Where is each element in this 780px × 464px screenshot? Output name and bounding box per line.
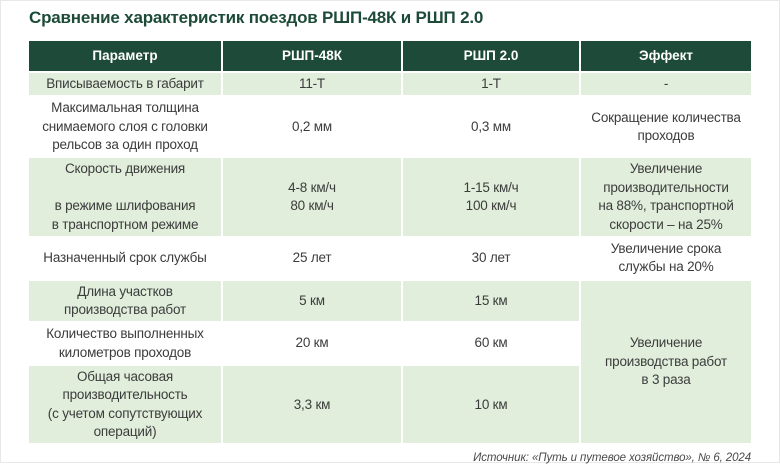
- comparison-table: Параметр РШП-48К РШП 2.0 Эффект Вписывае…: [27, 39, 753, 445]
- cell-effect: Сокращение количества проходов: [581, 97, 751, 157]
- cell-effect: Увеличение производительности на 88%, тр…: [581, 158, 751, 236]
- table-row: Максимальная толщина снимаемого слоя с г…: [29, 97, 751, 157]
- cell-rshp48k: 11-Т: [223, 73, 401, 96]
- cell-param: Общая часовая производительность (с учет…: [29, 366, 221, 444]
- cell-rshp48k: 20 км: [223, 323, 401, 365]
- cell-rshp20: 15 км: [403, 280, 579, 322]
- cell-rshp48k: 5 км: [223, 280, 401, 322]
- cell-rshp48k: 25 лет: [223, 237, 401, 279]
- page-title: Сравнение характеристик поездов РШП-48К …: [29, 8, 484, 27]
- source-note: Источник: «Путь и путевое хозяйство», № …: [473, 452, 751, 464]
- cell-rshp48k: 4-8 км/ч 80 км/ч: [223, 158, 401, 236]
- cell-effect: Увеличение срока службы на 20%: [581, 237, 751, 279]
- cell-effect: -: [581, 73, 751, 96]
- table-row: Скорость движения в режиме шлифования в …: [29, 158, 751, 236]
- table-row: Вписываемость в габарит 11-Т 1-Т -: [29, 73, 751, 96]
- header-rshp48k: РШП-48К: [223, 41, 401, 71]
- cell-rshp20: 1-Т: [403, 73, 579, 96]
- table-row: Назначенный срок службы 25 лет 30 лет Ув…: [29, 237, 751, 279]
- cell-rshp20: 60 км: [403, 323, 579, 365]
- cell-rshp20: 30 лет: [403, 237, 579, 279]
- header-effect: Эффект: [581, 41, 751, 71]
- cell-rshp48k: 3,3 км: [223, 366, 401, 444]
- cell-param: Количество выполненных километров проход…: [29, 323, 221, 365]
- cell-param: Максимальная толщина снимаемого слоя с г…: [29, 97, 221, 157]
- table-row: Количество выполненных километров проход…: [29, 323, 751, 365]
- cell-rshp20: 1-15 км/ч 100 км/ч: [403, 158, 579, 236]
- cell-param: Длина участков производства работ: [29, 280, 221, 322]
- header-parameter: Параметр: [29, 41, 221, 71]
- cell-rshp48k: 0,2 мм: [223, 97, 401, 157]
- header-rshp20: РШП 2.0: [403, 41, 579, 71]
- cell-effect-merged: Увеличение производства работ в 3 раза: [581, 280, 751, 444]
- cell-rshp20: 10 км: [403, 366, 579, 444]
- table-row: Общая часовая производительность (с учет…: [29, 366, 751, 444]
- cell-param: Вписываемость в габарит: [29, 73, 221, 96]
- cell-param: Скорость движения в режиме шлифования в …: [29, 158, 221, 236]
- table-header-row: Параметр РШП-48К РШП 2.0 Эффект: [29, 41, 751, 71]
- table-row: Длина участков производства работ 5 км 1…: [29, 280, 751, 444]
- cell-rshp20: 0,3 мм: [403, 97, 579, 157]
- cell-param: Назначенный срок службы: [29, 237, 221, 279]
